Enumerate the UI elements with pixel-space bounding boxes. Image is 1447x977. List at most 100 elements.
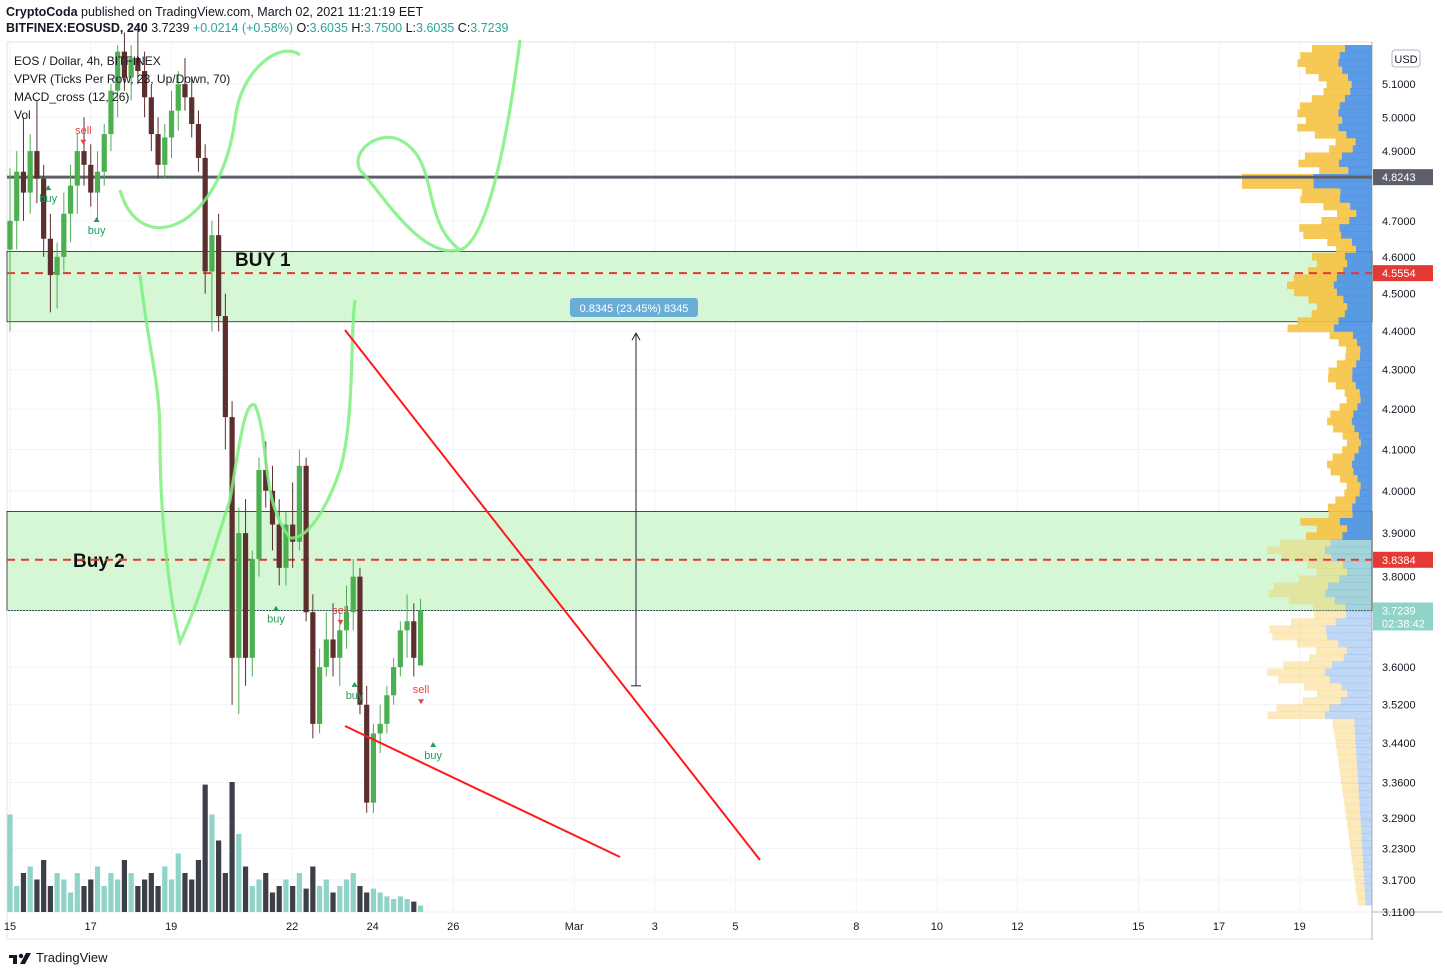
price-tick-label: 3.8000	[1382, 572, 1416, 584]
volume-bar	[155, 886, 161, 912]
profile-down-row	[1343, 267, 1372, 275]
axes: 5.1000 5.0000 4.9000 4.7000 4.6000 4.5000 4.40…	[4, 49, 1433, 933]
signal-marker-buy	[430, 741, 437, 747]
price-tick-label: 3.2300	[1382, 844, 1416, 856]
volume-bar	[135, 886, 141, 912]
volume-bar	[88, 879, 94, 912]
price-tick-label: 4.5000	[1382, 289, 1416, 301]
candle-body	[202, 157, 208, 272]
measure-arrow	[631, 332, 641, 341]
profile-down-row	[1341, 231, 1372, 239]
profile-down-row	[1347, 260, 1372, 268]
time-tick-label: 12	[1011, 921, 1023, 933]
close-label: C:	[457, 21, 471, 35]
profile-down-row	[1359, 797, 1372, 806]
signal-marker-buy	[45, 185, 52, 191]
candle-body	[148, 97, 154, 135]
legend-macd[interactable]: MACD_cross (12, 26)	[14, 90, 130, 104]
profile-up-row	[1348, 833, 1362, 841]
volume-bar	[216, 840, 222, 912]
profile-down-row	[1335, 618, 1372, 626]
profile-down-row	[1345, 45, 1372, 53]
profile-down-row	[1345, 611, 1372, 619]
level-badge-buy1-dashed	[1373, 265, 1433, 282]
profile-down-row	[1364, 876, 1372, 884]
freehand-top-right	[356, 39, 522, 253]
profile-down-row	[1350, 88, 1372, 96]
profile-down-row	[1364, 883, 1372, 892]
candle-body	[404, 621, 410, 631]
profile-down-row	[1353, 410, 1372, 419]
candle-body	[343, 612, 350, 631]
profile-up-row	[1327, 238, 1352, 247]
profile-up-row	[1351, 854, 1363, 863]
time-tick-label: 3	[652, 921, 658, 933]
legend-vpvr[interactable]: VPVR (Ticks Per Row, 23, Up/Down, 70)	[14, 72, 231, 86]
profile-down-row	[1344, 95, 1372, 103]
profile-down-row	[1327, 582, 1372, 591]
candle-body	[195, 123, 202, 158]
legend-title[interactable]: EOS / Dollar, 4h, BITFINEX	[14, 54, 161, 68]
candle-body	[377, 723, 383, 734]
time-tick-label: 17	[1213, 921, 1225, 933]
change-text: +0.0214 (+0.58%)	[192, 21, 293, 35]
time-tick-label: 17	[84, 921, 96, 933]
freehand-middle	[138, 274, 357, 647]
profile-up-row	[1330, 410, 1354, 419]
profile-up-row	[1279, 539, 1331, 548]
profile-down-row	[1354, 424, 1372, 433]
profile-up-row	[1316, 525, 1348, 533]
profile-up-row	[1316, 568, 1348, 576]
profile-down-row	[1342, 66, 1372, 75]
profile-down-row	[1356, 754, 1372, 763]
profile-up-row	[1242, 181, 1314, 189]
time-tick-label: 22	[286, 921, 298, 933]
last-price-text: 3.7239	[151, 21, 190, 35]
zone-label-buy-1: BUY 1	[235, 250, 291, 271]
profile-down-row	[1324, 546, 1372, 555]
level-badge-buy2-dashed	[1373, 551, 1433, 568]
profile-up-row	[1311, 252, 1345, 261]
candle-body	[276, 524, 282, 568]
profile-down-row	[1360, 811, 1372, 820]
profile-up-row	[1332, 453, 1355, 462]
profile-down-row	[1340, 188, 1372, 196]
profile-down-row	[1313, 181, 1372, 189]
profile-up-row	[1357, 897, 1366, 906]
time-tick-label: Mar	[565, 921, 584, 933]
profile-down-row	[1354, 453, 1372, 462]
profile-down-row	[1347, 303, 1372, 311]
profile-down-row	[1355, 733, 1372, 741]
tradingview-logo[interactable]: TradingView	[8, 950, 108, 965]
profile-down-row	[1359, 353, 1372, 361]
profile-down-row	[1355, 138, 1372, 146]
profile-up-row	[1281, 553, 1332, 562]
profile-up-row	[1287, 281, 1334, 290]
legend-vol[interactable]: Vol	[14, 108, 31, 122]
profile-up-row	[1276, 704, 1330, 712]
profile-down-row	[1324, 711, 1372, 720]
candle-body	[155, 134, 161, 165]
candle-body	[397, 630, 403, 668]
profile-up-row	[1340, 776, 1358, 784]
profile-down-row	[1352, 374, 1372, 383]
profile-down-row	[1341, 682, 1372, 691]
profile-down-row	[1332, 661, 1372, 669]
profile-up-row	[1300, 518, 1340, 526]
candle-body	[330, 639, 336, 658]
profile-up-row	[1316, 647, 1347, 655]
volume-bar	[128, 873, 134, 912]
volume-bar	[195, 860, 202, 912]
volume-bar	[404, 899, 410, 912]
profile-up-row	[1335, 138, 1356, 146]
profile-up-row	[1355, 883, 1365, 892]
profile-up-row	[1349, 840, 1363, 849]
profile-down-row	[1354, 725, 1372, 734]
volume-bar	[296, 873, 302, 912]
publisher-line: CryptoCoda published on TradingView.com,…	[6, 4, 509, 20]
profile-down-row	[1339, 102, 1372, 110]
candle-body	[7, 220, 13, 250]
publisher-name[interactable]: CryptoCoda	[6, 5, 78, 19]
profile-up-row	[1352, 862, 1364, 870]
